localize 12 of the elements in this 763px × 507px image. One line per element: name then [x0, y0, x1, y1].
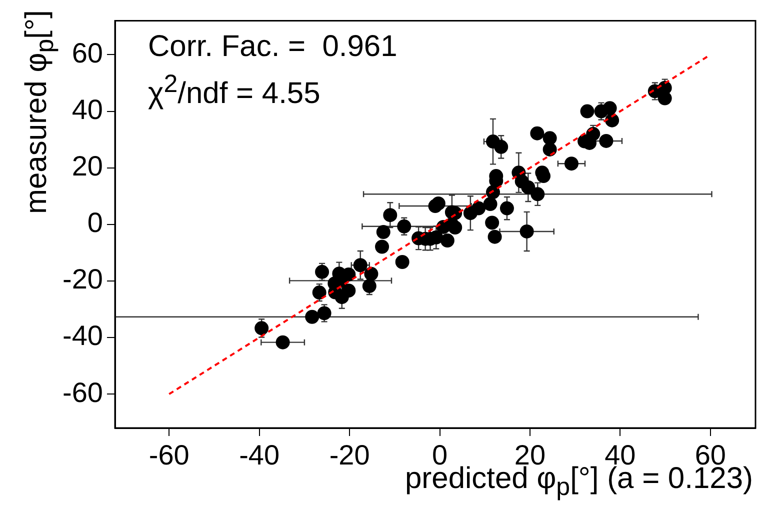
y-tick-label: -20	[62, 264, 103, 295]
y-tick-label: 0	[87, 207, 103, 238]
y-tick-label: 40	[72, 94, 103, 126]
x-tick-label: -20	[329, 440, 370, 471]
x-tick-label: -60	[148, 440, 190, 471]
y-tick-label: 60	[72, 37, 103, 68]
annotation: Corr. Fac. = 0.961	[148, 30, 398, 64]
y-tick-label: 20	[72, 150, 103, 182]
y-tick-label: -60	[62, 376, 103, 408]
x-tick-label: -40	[239, 440, 280, 471]
annotation: χ$^{2}$/ndf = 4.55	[148, 70, 320, 112]
y-tick-label: -40	[62, 320, 103, 352]
